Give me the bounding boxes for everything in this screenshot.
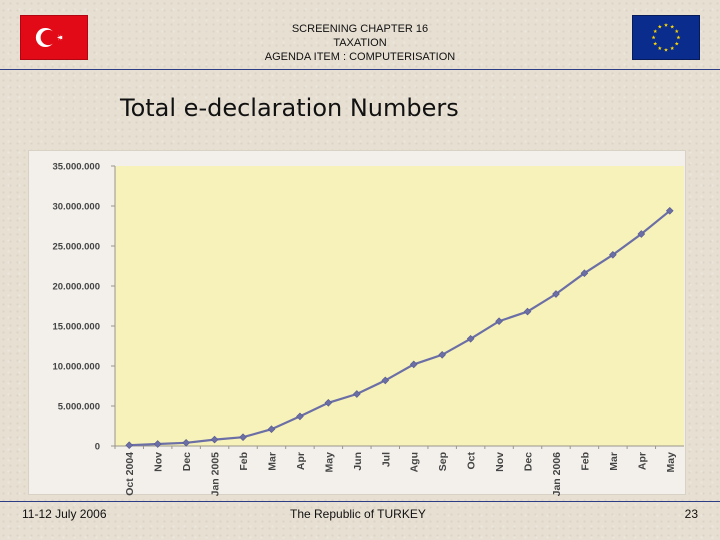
data-point xyxy=(552,290,560,298)
eu-flag-icon xyxy=(632,15,700,60)
x-tick-label: Dec xyxy=(523,452,535,471)
data-point xyxy=(324,398,333,407)
chart-container: 0 5.000.000 10.000.000 15.000.000 20.000.000… xyxy=(28,150,686,496)
data-point xyxy=(381,376,390,385)
page-number: 23 xyxy=(684,507,698,521)
eu-star-icon xyxy=(657,46,662,50)
slide-title: Total e-declaration Numbers xyxy=(120,94,459,122)
y-tick-label: 30.000.000 xyxy=(52,202,100,213)
data-point xyxy=(210,435,219,444)
eu-star-icon xyxy=(651,35,656,40)
data-point xyxy=(495,317,503,326)
data-point xyxy=(182,438,190,447)
data-point xyxy=(153,440,162,448)
eu-star-icon xyxy=(670,46,675,50)
footer-divider xyxy=(0,501,720,502)
eu-star-icon xyxy=(674,41,679,46)
line-chart: 0 5.000.000 10.000.000 15.000.000 20.000.000… xyxy=(52,162,684,496)
data-point xyxy=(438,350,446,359)
x-tick-label: Jul xyxy=(380,452,392,467)
turkey-flag-icon xyxy=(20,15,88,60)
footer-date: 11-12 July 2006 xyxy=(22,507,107,521)
data-point xyxy=(267,425,276,434)
x-tick-label: Mar xyxy=(266,452,278,471)
header-chapter: SCREENING CHAPTER 16 xyxy=(291,23,429,35)
x-tick-label: Jun xyxy=(352,452,364,471)
header-divider xyxy=(0,69,720,70)
data-point xyxy=(637,230,646,238)
y-tick-label: 25.000.000 xyxy=(52,242,100,253)
x-tick-label: Nov xyxy=(153,452,165,472)
x-tick-label: Jan 2006 xyxy=(551,452,563,496)
x-tick-label: Apr xyxy=(295,452,307,470)
x-tick-label: Dec xyxy=(181,452,193,471)
data-point xyxy=(580,269,589,278)
y-tick-label: 20.000.000 xyxy=(52,282,100,293)
eu-star-icon xyxy=(657,24,662,29)
x-tick-label: May xyxy=(323,452,335,473)
x-tick-label: Sep xyxy=(437,452,449,471)
x-tick-label: Jan 2005 xyxy=(210,452,222,496)
data-point xyxy=(409,360,418,369)
y-tick-label: 0 xyxy=(95,442,100,453)
header-block: SCREENING CHAPTER 16 TAXATION AGENDA ITE… xyxy=(200,22,520,64)
x-tick-label: Feb xyxy=(238,452,250,471)
x-tick-label: Mar xyxy=(608,452,620,471)
eu-star-icon xyxy=(676,35,681,40)
x-tick-label: Agu xyxy=(409,452,421,472)
header-topic: TAXATION xyxy=(333,37,387,49)
data-point xyxy=(239,433,247,442)
x-tick-label: Nov xyxy=(494,452,506,472)
y-tick-label: 35.000.000 xyxy=(52,162,100,173)
data-point xyxy=(466,334,475,343)
eu-star-icon xyxy=(674,29,679,33)
y-tick-label: 10.000.000 xyxy=(52,362,100,373)
x-tick-label: Feb xyxy=(579,452,591,471)
y-tick-label: 5.000.000 xyxy=(58,402,100,413)
data-point xyxy=(353,390,361,398)
plot-area xyxy=(115,166,684,446)
x-tick-label: Oct 2004 xyxy=(124,452,136,496)
x-tick-label: May xyxy=(665,452,677,473)
footer-country: The Republic of TURKEY xyxy=(290,507,426,521)
data-point xyxy=(665,206,674,215)
eu-star-icon xyxy=(664,22,668,27)
header-agenda: AGENDA ITEM : COMPUTERISATION xyxy=(264,51,456,63)
data-point xyxy=(523,307,532,316)
eu-star-icon xyxy=(653,29,658,33)
y-tick-label: 15.000.000 xyxy=(52,322,100,333)
x-tick-label: Apr xyxy=(636,452,648,470)
eu-star-icon xyxy=(664,47,668,52)
eu-star-icon xyxy=(670,24,675,29)
eu-star-icon xyxy=(653,41,658,46)
data-point xyxy=(125,441,134,450)
data-point xyxy=(609,250,617,259)
data-point xyxy=(296,412,304,421)
series-line xyxy=(129,209,671,447)
x-tick-label: Oct xyxy=(466,452,478,470)
